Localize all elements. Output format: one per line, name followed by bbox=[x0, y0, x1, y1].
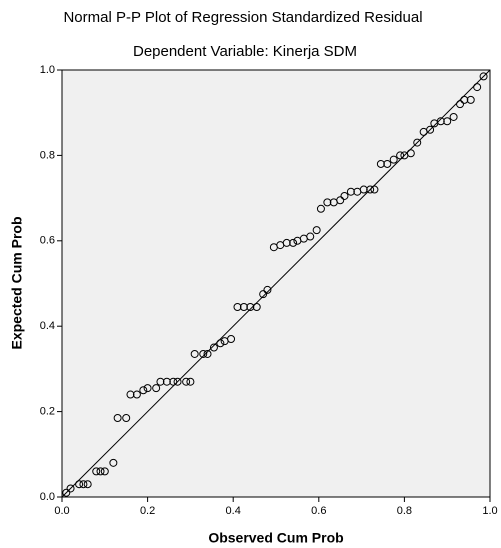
point bbox=[143, 384, 152, 393]
point bbox=[92, 467, 101, 476]
point bbox=[282, 238, 291, 247]
point bbox=[190, 349, 199, 358]
point bbox=[139, 386, 148, 395]
point bbox=[199, 349, 208, 358]
point bbox=[156, 377, 165, 386]
point bbox=[96, 467, 105, 476]
chart-title: Normal P-P Plot of Regression Standardiz… bbox=[63, 9, 422, 26]
y-tick-label: 0.8 bbox=[40, 149, 55, 161]
reference-line bbox=[61, 69, 491, 498]
point bbox=[169, 377, 178, 386]
point bbox=[83, 480, 92, 489]
point bbox=[376, 159, 385, 168]
x-tick-label: 0.2 bbox=[140, 505, 155, 517]
point bbox=[312, 226, 321, 235]
point bbox=[479, 72, 488, 81]
point bbox=[66, 484, 75, 493]
point bbox=[109, 458, 118, 467]
point bbox=[162, 377, 171, 386]
y-tick-label: 1.0 bbox=[40, 64, 55, 76]
point bbox=[323, 198, 332, 207]
point bbox=[316, 204, 325, 213]
point bbox=[259, 290, 268, 299]
point bbox=[359, 185, 368, 194]
point bbox=[306, 232, 315, 241]
x-tick-label: 0.8 bbox=[397, 505, 412, 517]
point bbox=[239, 302, 248, 311]
point bbox=[289, 238, 298, 247]
y-axis-label: Expected Cum Prob bbox=[9, 216, 25, 349]
x-tick-label: 0.4 bbox=[226, 505, 241, 517]
point bbox=[132, 390, 141, 399]
point bbox=[75, 480, 84, 489]
y-tick-label: 0.4 bbox=[40, 320, 55, 332]
point bbox=[443, 117, 452, 126]
point bbox=[413, 138, 422, 147]
point bbox=[252, 302, 261, 311]
point bbox=[79, 480, 88, 489]
point bbox=[113, 414, 122, 423]
point bbox=[406, 149, 415, 158]
x-axis-label: Observed Cum Prob bbox=[208, 530, 343, 546]
point bbox=[227, 335, 236, 344]
x-tick-label: 0.0 bbox=[54, 505, 69, 517]
point bbox=[340, 191, 349, 200]
point bbox=[449, 112, 458, 121]
point bbox=[100, 467, 109, 476]
point bbox=[173, 377, 182, 386]
x-tick-label: 1.0 bbox=[482, 505, 497, 517]
point bbox=[370, 185, 379, 194]
y-tick-label: 0.2 bbox=[40, 406, 55, 418]
point bbox=[152, 384, 161, 393]
point bbox=[246, 302, 255, 311]
point bbox=[122, 414, 131, 423]
point bbox=[346, 187, 355, 196]
point bbox=[366, 185, 375, 194]
point bbox=[436, 117, 445, 126]
point bbox=[396, 151, 405, 160]
point bbox=[62, 488, 71, 497]
point bbox=[233, 302, 242, 311]
point bbox=[460, 95, 469, 104]
point bbox=[383, 159, 392, 168]
point bbox=[263, 285, 272, 294]
x-tick-label: 0.6 bbox=[311, 505, 326, 517]
y-tick-label: 0.6 bbox=[40, 235, 55, 247]
point bbox=[389, 155, 398, 164]
point bbox=[466, 95, 475, 104]
chart-subtitle: Dependent Variable: Kinerja SDM bbox=[133, 43, 357, 60]
point bbox=[426, 125, 435, 134]
point bbox=[126, 390, 135, 399]
point bbox=[456, 100, 465, 109]
y-tick-label: 0.0 bbox=[40, 491, 55, 503]
point bbox=[216, 339, 225, 348]
point bbox=[203, 349, 212, 358]
point bbox=[336, 196, 345, 205]
point bbox=[473, 83, 482, 92]
point bbox=[209, 343, 218, 352]
point bbox=[186, 377, 195, 386]
point bbox=[182, 377, 191, 386]
